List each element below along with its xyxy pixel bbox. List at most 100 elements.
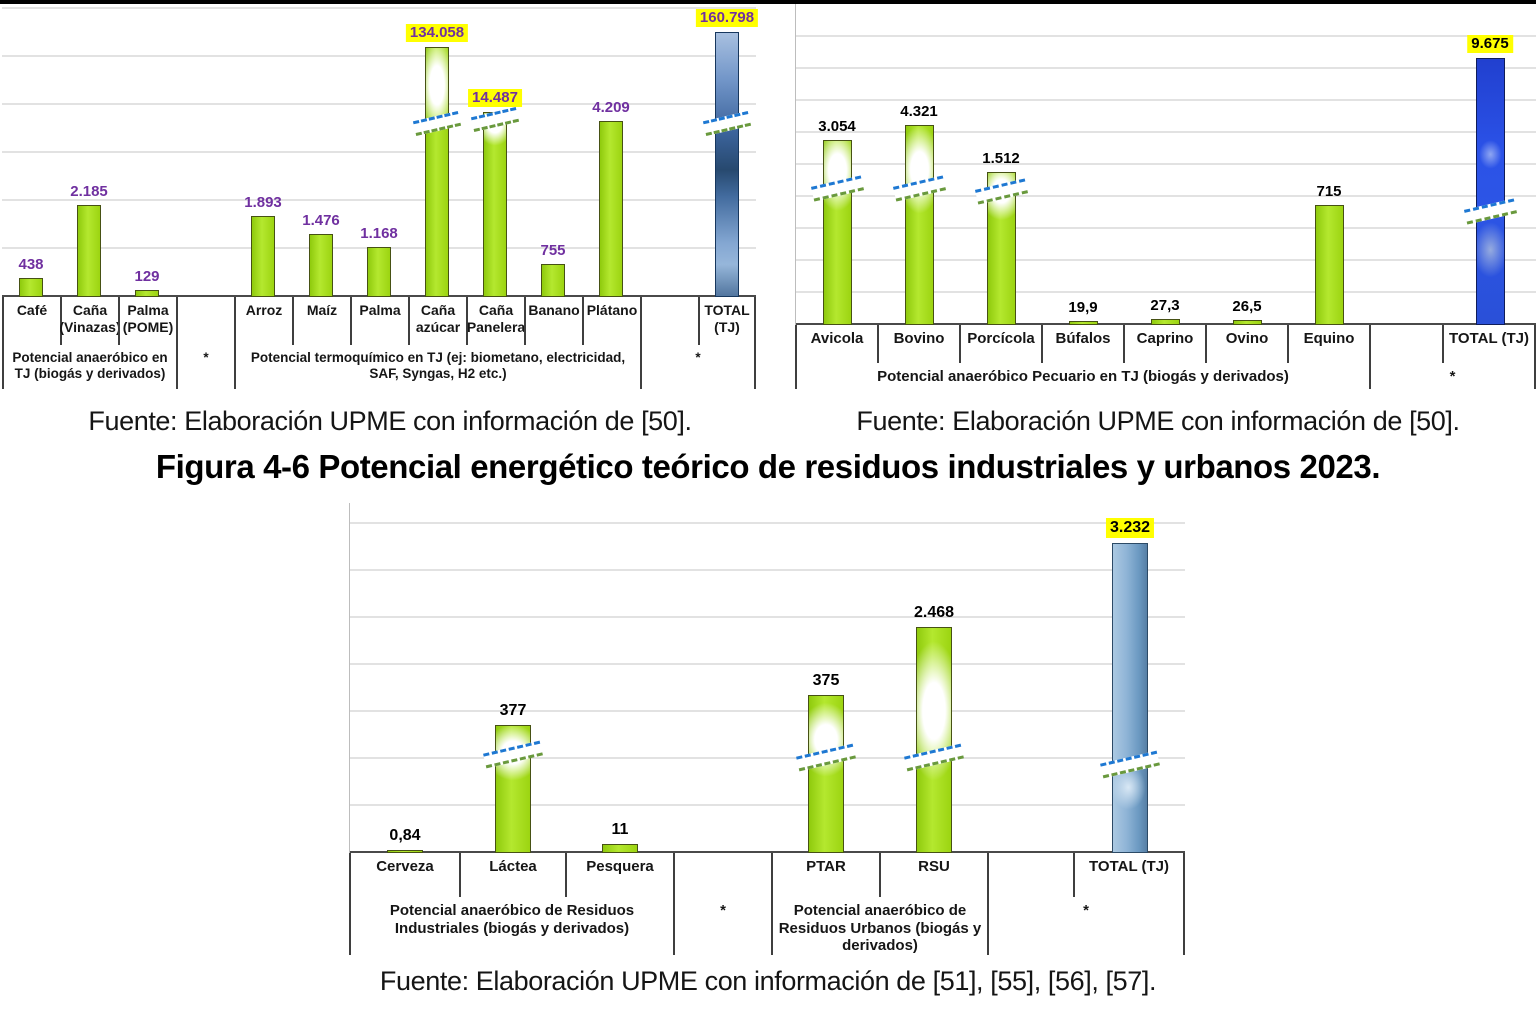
bar-total-tj: [715, 32, 739, 297]
category-label: Avicola: [810, 330, 864, 347]
axis-baseline: [350, 850, 1185, 853]
category-cell-bovino: Bovino: [877, 325, 959, 363]
group-cell-potencial-anaerobico-de-residuos-industr: Potencial anaeróbico de Residuos Industr…: [349, 897, 673, 955]
category-label: Arroz: [245, 302, 283, 318]
value-label-lactea: 377: [499, 702, 527, 720]
group-cell-potencial-anaerobico-pecuario-en-tj-biog: Potencial anaeróbico Pecuario en TJ (bio…: [795, 363, 1369, 389]
value-label-maiz: 1.476: [302, 211, 340, 229]
bar-glow: [426, 48, 448, 296]
group-label: *: [1449, 368, 1456, 385]
bar-rsu: [916, 627, 952, 853]
value-label-cana-vinazas: 2.185: [70, 182, 108, 200]
gridline: [796, 195, 1536, 197]
category-cell-palma: Palma: [350, 297, 408, 345]
category-cell-porcicola: Porcícola: [959, 325, 1041, 363]
bar-avicola: [822, 140, 852, 325]
category-cell-total-tj: TOTAL (TJ): [698, 297, 756, 345]
group-label: *: [203, 350, 209, 365]
category-cell-spacer: [176, 297, 234, 345]
category-cell-total-tj: TOTAL (TJ): [1442, 325, 1536, 363]
category-cell-cana-vinazas: Caña (Vinazas): [59, 297, 121, 345]
value-label-rsu: 2.468: [913, 604, 955, 622]
value-label-cana-panelera: 14.487: [468, 88, 522, 107]
gridline: [2, 55, 756, 57]
value-label-caprino: 27,3: [1150, 296, 1180, 314]
gridline: [796, 131, 1536, 133]
gridline: [350, 710, 1185, 712]
value-label-palma-pome: 129: [134, 267, 160, 285]
category-label: Láctea: [489, 858, 537, 875]
gridline: [350, 522, 1185, 524]
value-label-bovino: 4.321: [900, 102, 938, 120]
bar-cana-azucar: [425, 47, 449, 297]
plot-area: 438 2.185 129 1.893 1.476 1.168 134.058 14.487 7…: [2, 4, 759, 297]
group-cell-potencial-anaerobico-de-residuos-urbanos: Potencial anaeróbico de Residuos Urbanos…: [771, 897, 987, 955]
category-label: Pesquera: [586, 858, 654, 875]
gridline: [350, 663, 1185, 665]
category-cell-cana-panelera: Caña Panelera: [466, 297, 525, 345]
gridline: [2, 103, 756, 105]
gridline: [2, 7, 756, 9]
bar-pesquera: [602, 844, 638, 853]
chart-potencial-industrial-urbano: 0,84 377 11 375 2.468 3.232 Cerveza Láctea Pesqu…: [349, 503, 1185, 955]
bar-cana-vinazas: [77, 205, 101, 297]
value-label-total-tj: 160.798: [695, 8, 759, 27]
category-label: Búfalos: [1055, 330, 1111, 347]
group-label: *: [1083, 902, 1089, 919]
category-label: Ovino: [1225, 330, 1269, 347]
gridline: [796, 163, 1536, 165]
category-cell-cana-azucar: Caña azúcar: [408, 297, 466, 345]
bar-banano: [541, 264, 565, 297]
category-cell-spacer: [640, 297, 698, 345]
category-label: Caña azúcar: [415, 302, 461, 335]
category-label: Plátano: [586, 302, 638, 318]
value-label-platano: 4.209: [592, 98, 630, 116]
category-cell-caprino: Caprino: [1123, 325, 1205, 363]
bar-cana-panelera: [483, 112, 507, 297]
category-label: TOTAL (TJ): [704, 302, 750, 335]
gridline: [350, 569, 1185, 571]
group-label: Potencial termoquímico en TJ (ej: biomet…: [250, 350, 626, 381]
gridline: [796, 99, 1536, 101]
category-label: Cerveza: [376, 858, 434, 875]
value-label-arroz: 1.893: [244, 193, 282, 211]
gridline: [350, 616, 1185, 618]
group-label: *: [720, 902, 726, 919]
category-cell-spacer: [987, 853, 1073, 897]
value-label-total-tj: 9.675: [1467, 34, 1513, 53]
group-asterisk-cell: *: [640, 345, 756, 389]
category-label: RSU: [918, 858, 950, 875]
bar-total-tj: [1475, 58, 1505, 325]
bar-ptar: [808, 695, 844, 853]
gridline: [350, 804, 1185, 806]
category-label: TOTAL (TJ): [1089, 858, 1169, 875]
group-label: *: [695, 350, 701, 365]
category-cell-palma-pome: Palma (POME): [118, 297, 176, 345]
group-asterisk-cell: *: [1369, 363, 1536, 389]
bar-glow: [905, 126, 933, 324]
value-label-pesquera: 11: [611, 821, 629, 839]
category-label: Bovino: [893, 330, 945, 347]
gridline: [796, 259, 1536, 261]
bar-maiz: [309, 234, 333, 297]
category-cell-spacer: [1369, 325, 1442, 363]
gridline: [796, 227, 1536, 229]
gridline: [2, 199, 756, 201]
plot-area: 3.054 4.321 1.512 19,9 27,3 26,5 715 9.675: [795, 4, 1536, 325]
category-cell-pesquera: Pesquera: [565, 853, 673, 897]
gridline: [796, 35, 1536, 37]
category-label: Porcícola: [967, 330, 1035, 347]
category-label: Palma: [359, 302, 401, 318]
category-cell-total-tj: TOTAL (TJ): [1073, 853, 1185, 897]
category-cell-platano: Plátano: [582, 297, 640, 345]
bar-caprino: [1150, 319, 1180, 325]
bar-bovino: [904, 125, 934, 325]
group-label: Potencial anaeróbico en TJ (biogás y der…: [12, 350, 168, 381]
group-label: Potencial anaeróbico Pecuario en TJ (bio…: [877, 368, 1289, 385]
value-label-porcicola: 1.512: [982, 149, 1020, 167]
caption-fuente-bottom: Fuente: Elaboración UPME con información…: [379, 966, 1157, 996]
group-asterisk-cell: *: [176, 345, 234, 389]
plot-area: 0,84 377 11 375 2.468 3.232: [349, 503, 1185, 853]
category-cell-cerveza: Cerveza: [349, 853, 459, 897]
